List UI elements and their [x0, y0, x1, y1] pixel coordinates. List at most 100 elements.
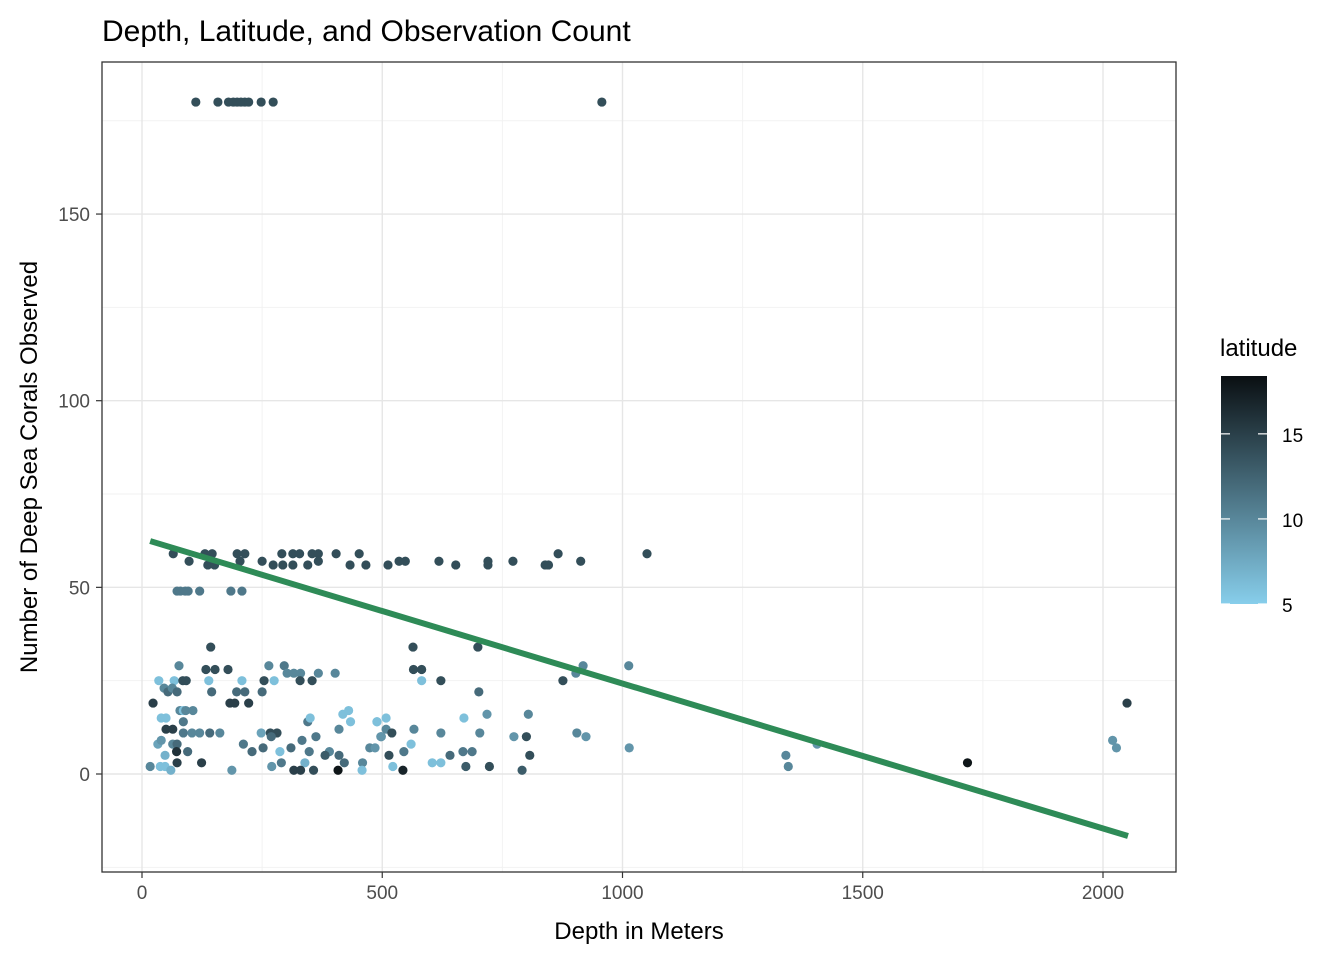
- data-point: [417, 664, 427, 675]
- data-point: [427, 758, 437, 768]
- data-point: [383, 560, 393, 570]
- data-point: [399, 747, 409, 757]
- x-tick-label: 2000: [1082, 883, 1124, 904]
- data-point: [1111, 743, 1122, 753]
- data-point: [376, 732, 386, 742]
- data-point: [334, 724, 344, 734]
- data-point: [268, 560, 278, 570]
- y-tick-label: 100: [58, 392, 90, 413]
- data-point: [624, 661, 634, 671]
- data-point: [213, 97, 223, 107]
- data-point: [279, 661, 289, 671]
- data-point: [962, 758, 973, 768]
- data-point: [388, 761, 398, 772]
- data-point: [275, 747, 285, 757]
- data-point: [223, 664, 233, 675]
- data-point: [458, 747, 468, 757]
- data-point: [345, 560, 355, 570]
- data-point: [482, 709, 492, 719]
- data-point: [288, 549, 298, 559]
- data-point: [300, 758, 310, 768]
- legend-tick-label: 10: [1282, 511, 1303, 532]
- data-point: [558, 676, 568, 686]
- data-point: [172, 739, 182, 749]
- data-point: [154, 676, 164, 686]
- data-point: [264, 661, 274, 671]
- data-point: [331, 549, 341, 559]
- data-point: [168, 724, 178, 734]
- data-point: [235, 556, 245, 566]
- data-point: [277, 549, 287, 559]
- data-point: [188, 705, 198, 716]
- data-point: [171, 747, 182, 757]
- data-point: [508, 556, 518, 566]
- data-point: [227, 765, 237, 775]
- data-point: [240, 549, 250, 559]
- data-point: [543, 560, 554, 570]
- data-point: [436, 728, 446, 738]
- data-point: [215, 728, 225, 738]
- data-point: [297, 735, 307, 746]
- data-point: [206, 642, 216, 652]
- data-point: [295, 549, 305, 559]
- data-point: [278, 560, 288, 570]
- y-axis: 0 50 100 150: [58, 205, 102, 786]
- data-point: [244, 698, 254, 708]
- data-point: [268, 97, 278, 107]
- data-point: [183, 747, 193, 757]
- y-tick-label: 0: [79, 765, 90, 786]
- data-point: [205, 728, 215, 738]
- data-point: [398, 765, 408, 775]
- data-point: [160, 750, 170, 760]
- legend-colorbar: [1221, 376, 1267, 604]
- data-point: [1122, 698, 1132, 708]
- gridlines: [102, 62, 1176, 872]
- data-point: [178, 728, 188, 738]
- data-point: [195, 586, 205, 596]
- data-point: [781, 750, 791, 760]
- data-point: [436, 758, 446, 768]
- data-point: [483, 560, 493, 570]
- data-point: [484, 761, 495, 772]
- data-point: [237, 676, 247, 686]
- data-point: [247, 747, 257, 757]
- legend-tick-label: 5: [1282, 596, 1293, 617]
- legend-title: latitude: [1220, 335, 1297, 362]
- trend-line: [149, 538, 1129, 839]
- data-point: [238, 739, 248, 749]
- data-point: [267, 761, 277, 772]
- data-point: [334, 750, 344, 760]
- data-point: [256, 728, 266, 738]
- data-point: [1108, 735, 1118, 746]
- data-point: [581, 732, 591, 742]
- data-point: [475, 728, 485, 738]
- data-point: [240, 687, 250, 697]
- data-point: [370, 743, 380, 753]
- data-point: [210, 664, 220, 675]
- data-point: [256, 97, 266, 107]
- data-point: [295, 765, 306, 775]
- data-point: [172, 758, 182, 768]
- data-point: [232, 687, 242, 697]
- data-point: [357, 765, 367, 775]
- data-point: [181, 705, 191, 716]
- x-axis-title: Depth in Meters: [554, 918, 723, 945]
- data-point: [178, 717, 188, 727]
- data-point: [339, 758, 349, 768]
- data-point: [517, 765, 527, 775]
- data-point: [406, 739, 416, 749]
- data-point: [237, 586, 247, 596]
- data-point: [295, 668, 306, 678]
- data-point: [203, 560, 213, 570]
- data-point: [384, 750, 394, 760]
- data-point: [523, 709, 533, 719]
- data-point: [461, 761, 471, 772]
- data-point: [169, 676, 179, 686]
- y-tick-label: 50: [69, 578, 90, 599]
- data-point: [372, 717, 382, 727]
- data-point: [436, 676, 446, 686]
- data-point: [311, 732, 321, 742]
- data-point: [333, 765, 343, 775]
- data-point: [307, 676, 317, 686]
